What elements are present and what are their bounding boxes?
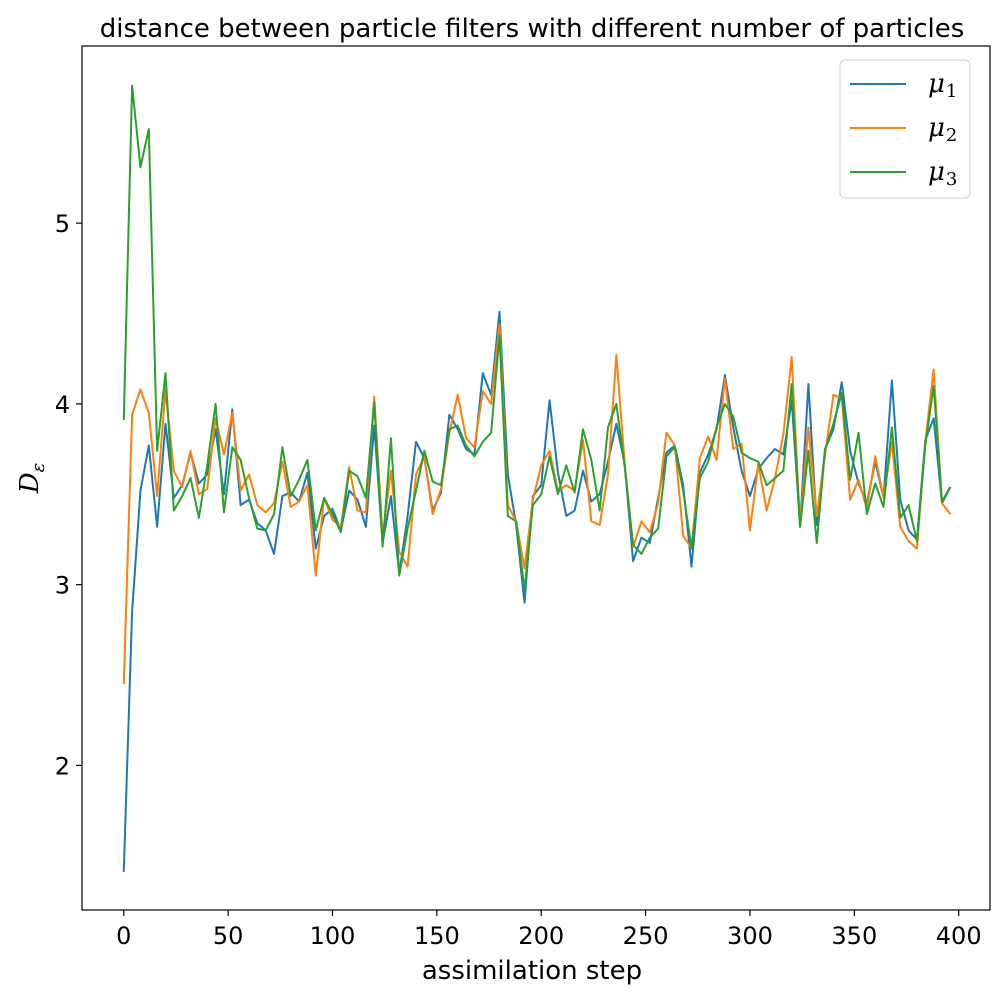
legend-label-1: μ1 xyxy=(928,69,957,102)
x-tick-label: 0 xyxy=(116,922,131,950)
y-axis-label: Dε xyxy=(15,463,49,495)
y-axis-label-main: D xyxy=(15,472,45,494)
series-line-3 xyxy=(122,84,952,592)
legend-label-main: μ xyxy=(928,113,945,143)
legend-label-main: μ xyxy=(928,69,945,99)
y-tick-label: 2 xyxy=(55,752,70,780)
legend-label-sub: 3 xyxy=(946,169,957,190)
x-tick-label: 250 xyxy=(623,922,669,950)
x-tick-label: 200 xyxy=(518,922,564,950)
legend-label-2: μ2 xyxy=(928,113,957,146)
series-line-1 xyxy=(122,310,952,873)
y-axis-label-sub: ε xyxy=(28,463,49,473)
legend-label-main: μ xyxy=(928,157,945,187)
x-tick-label: 400 xyxy=(936,922,982,950)
x-tick-label: 150 xyxy=(414,922,460,950)
plot-area xyxy=(122,84,952,873)
x-axis-label: assimilation step xyxy=(422,956,642,986)
y-tick-label: 5 xyxy=(55,210,70,238)
series-line-2 xyxy=(122,323,952,685)
x-tick-label: 50 xyxy=(213,922,244,950)
legend-label-3: μ3 xyxy=(928,157,957,190)
y-tick-label: 4 xyxy=(55,391,70,419)
x-tick-label: 300 xyxy=(727,922,773,950)
axis-ticks: 0 50 100 150 200 250 300 350 400 2 3 4 5 xyxy=(55,210,982,950)
legend-label-sub: 2 xyxy=(946,125,957,146)
legend-label-sub: 1 xyxy=(946,81,957,102)
x-tick-label: 350 xyxy=(831,922,877,950)
chart-title: distance between particle filters with d… xyxy=(100,14,965,44)
y-tick-label: 3 xyxy=(55,572,70,600)
axes-frame xyxy=(81,45,991,911)
x-tick-label: 100 xyxy=(310,922,356,950)
